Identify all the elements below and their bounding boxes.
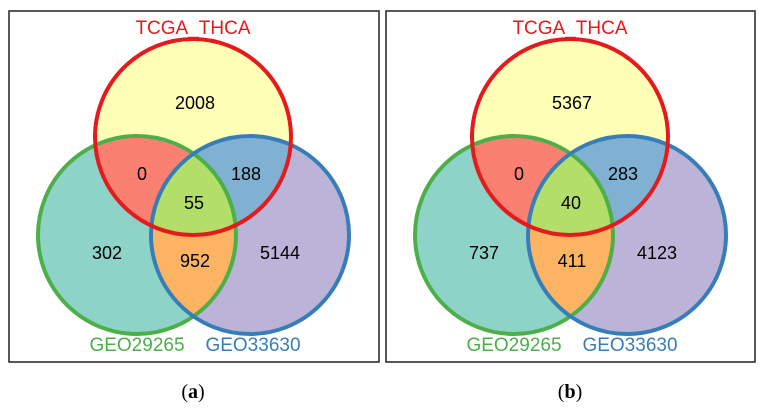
panel-caption: (a)	[181, 381, 204, 403]
set-label-geo29265: GEO29265	[89, 335, 184, 356]
circle-outline-geo33630	[149, 134, 351, 336]
circle-outline-geo29265	[36, 134, 238, 336]
circle-outline-geo33630	[526, 134, 728, 336]
count-geo29265-geo33630: 952	[180, 251, 210, 271]
count-only-tcga: 2008	[175, 93, 215, 113]
count-tcga-geo29265: 0	[514, 164, 524, 184]
venn-panel-b: 5367 0 283 40 737 411 4123 TCGA_THCA GEO29265 GEO…	[385, 10, 756, 403]
count-tcga-geo33630: 283	[608, 164, 638, 184]
circle-outline-tcga	[470, 37, 670, 237]
count-only-geo29265: 737	[469, 243, 499, 263]
caption-letter: a	[188, 381, 198, 403]
set-label-tcga: TCGA_THCA	[512, 18, 627, 39]
set-label-geo29265: GEO29265	[466, 335, 561, 356]
count-only-geo29265: 302	[92, 243, 122, 263]
count-all-three: 40	[561, 193, 581, 213]
set-label-tcga: TCGA_THCA	[135, 18, 250, 39]
set-label-geo33630: GEO33630	[582, 335, 677, 356]
count-all-three: 55	[184, 193, 204, 213]
set-label-geo33630: GEO33630	[205, 335, 300, 356]
panel-caption: (b)	[558, 381, 582, 403]
count-only-tcga: 5367	[552, 93, 592, 113]
circle-outline-tcga	[93, 37, 293, 237]
count-tcga-geo29265: 0	[137, 164, 147, 184]
count-only-geo33630: 5144	[260, 243, 300, 263]
count-geo29265-geo33630: 411	[558, 251, 587, 271]
caption-letter: b	[564, 381, 575, 403]
venn-panel-a: 2008 0 188 55 302 952 5144 TCGA_THCA GEO29265 GEO…	[8, 10, 380, 403]
circle-outline-geo29265	[413, 134, 615, 336]
count-tcga-geo33630: 188	[231, 164, 261, 184]
count-only-geo33630: 4123	[637, 243, 677, 263]
